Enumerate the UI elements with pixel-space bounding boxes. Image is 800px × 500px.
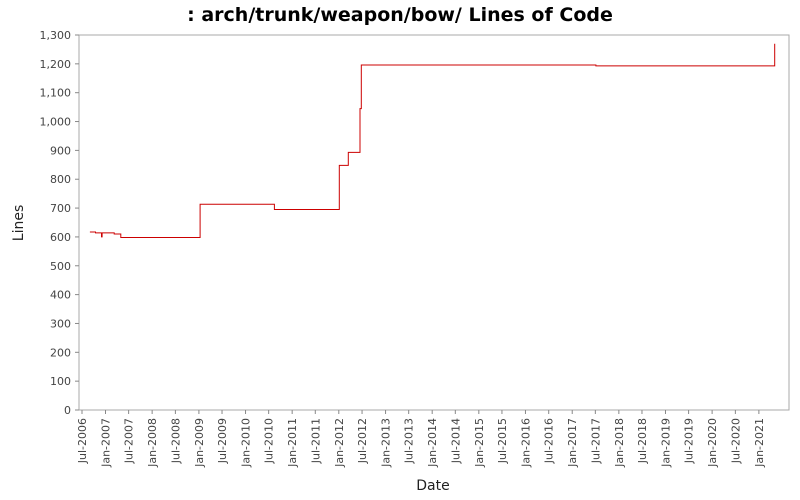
y-tick-label: 400 — [50, 289, 71, 302]
y-tick-label: 800 — [50, 173, 71, 186]
y-tick-label: 1,200 — [40, 58, 72, 71]
x-tick-label: Jan-2020 — [706, 418, 719, 468]
x-tick-label: Jul-2013 — [403, 418, 416, 464]
x-tick-label: Jan-2010 — [240, 418, 253, 468]
y-tick-label: 100 — [50, 375, 71, 388]
x-tick-label: Jul-2006 — [76, 418, 89, 464]
x-tick-label: Jan-2013 — [380, 418, 393, 468]
x-axis-label: Date — [416, 478, 449, 494]
y-tick-label: 900 — [50, 144, 71, 157]
x-tick-label: Jul-2015 — [496, 418, 509, 464]
y-axis-label: Lines — [11, 205, 27, 241]
chart-title: : arch/trunk/weapon/bow/ Lines of Code — [187, 4, 613, 26]
x-tick-label: Jul-2010 — [263, 418, 276, 464]
x-tick-label: Jan-2016 — [519, 418, 532, 468]
x-tick-label: Jan-2021 — [753, 418, 766, 468]
x-tick-label: Jul-2019 — [683, 418, 696, 464]
x-tick-label: Jul-2008 — [169, 418, 182, 464]
x-tick-label: Jul-2011 — [309, 418, 322, 464]
series-line — [89, 43, 776, 238]
y-tick-label: 200 — [50, 346, 71, 359]
x-tick-label: Jul-2007 — [123, 418, 136, 464]
x-tick-label: Jul-2014 — [449, 418, 462, 464]
x-tick-label: Jan-2014 — [426, 418, 439, 468]
x-tick-label: Jan-2015 — [473, 418, 486, 468]
series-layer — [89, 43, 776, 238]
y-axis: 0 100 200 300 400 500 600 700 800 900 1,000 1,100 1,… — [40, 29, 79, 417]
x-tick-label: Jan-2009 — [193, 418, 206, 468]
x-tick-label: Jan-2011 — [286, 418, 299, 468]
x-tick-label: Jan-2019 — [659, 418, 672, 468]
x-tick-label: Jan-2008 — [146, 418, 159, 468]
y-tick-label: 1,300 — [40, 29, 72, 42]
y-tick-label: 600 — [50, 231, 71, 244]
x-tick-label: Jul-2017 — [589, 418, 602, 464]
x-tick-label: Jan-2018 — [613, 418, 626, 468]
x-tick-label: Jul-2012 — [356, 418, 369, 464]
x-tick-label: Jul-2020 — [729, 418, 742, 464]
y-tick-label: 1,100 — [40, 87, 72, 100]
y-tick-label: 300 — [50, 317, 71, 330]
x-tick-label: Jan-2012 — [333, 418, 346, 468]
x-axis: Jul-2006 Jan-2007 Jul-2007 Jan-2008 Jul-2008… — [76, 410, 766, 468]
y-tick-label: 500 — [50, 260, 71, 273]
x-tick-label: Jan-2017 — [566, 418, 579, 468]
x-tick-label: Jul-2016 — [543, 418, 556, 464]
x-tick-label: Jul-2009 — [216, 418, 229, 464]
y-tick-label: 700 — [50, 202, 71, 215]
y-tick-label: 1,000 — [40, 116, 72, 129]
x-tick-label: Jan-2007 — [100, 418, 113, 468]
x-tick-label: Jul-2018 — [636, 418, 649, 464]
plot-area — [78, 34, 790, 411]
y-tick-label: 0 — [64, 404, 71, 417]
